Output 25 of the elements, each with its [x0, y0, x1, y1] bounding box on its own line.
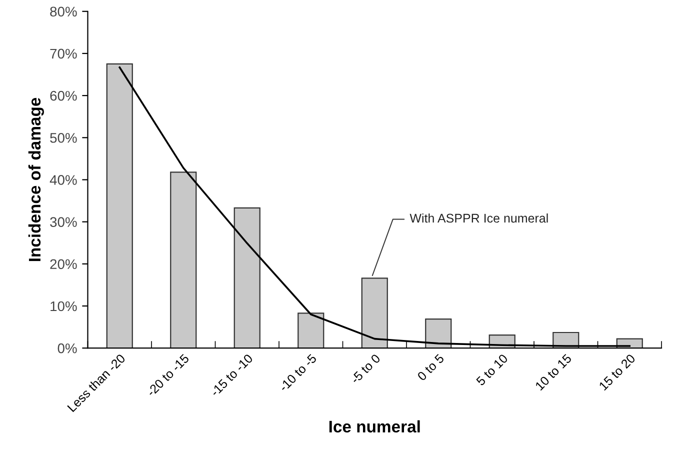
x-axis-title: Ice numeral — [329, 420, 420, 433]
y-tick-label: 80% — [50, 6, 77, 17]
y-tick-label: 0% — [58, 343, 77, 354]
x-tick-label: -20 to -15 — [146, 354, 190, 397]
y-tick-label: 40% — [50, 175, 77, 185]
bar — [106, 63, 133, 348]
x-tick-label: 5 to 10 — [476, 354, 508, 386]
bar — [170, 172, 197, 348]
y-tick-label: 70% — [50, 48, 77, 59]
y-tick-label: 30% — [50, 217, 77, 227]
x-tick-label: -10 to -5 — [278, 354, 317, 392]
x-tick-label: -5 to 0 — [350, 354, 381, 384]
x-tick-label: 15 to 20 — [598, 354, 636, 391]
x-tick-label: 0 to 5 — [416, 354, 444, 382]
x-tick-label: -15 to -10 — [210, 354, 254, 397]
annotation: With ASPPR Ice numeral — [410, 213, 548, 223]
bar — [234, 207, 260, 348]
bar — [425, 318, 452, 348]
x-tick-label: 10 to 15 — [534, 354, 572, 391]
y-tick-label: 50% — [50, 132, 77, 143]
y-tick-label: 20% — [50, 259, 77, 270]
y-tick-label: 60% — [50, 90, 77, 101]
y-tick-label: 10% — [50, 301, 77, 312]
bar — [298, 312, 324, 348]
y-axis-title: Incidence of damage — [28, 98, 44, 262]
